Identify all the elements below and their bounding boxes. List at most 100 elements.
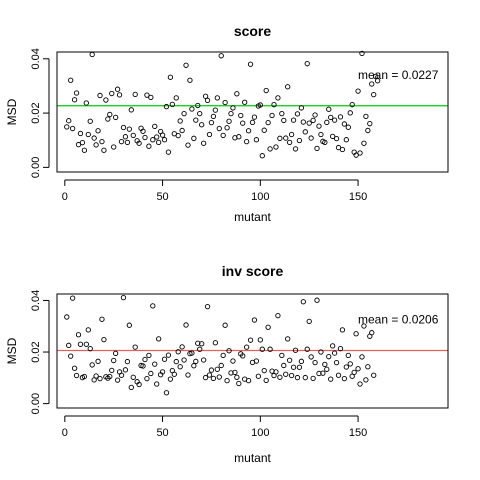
data-point [101, 147, 107, 153]
data-point [142, 134, 148, 141]
data-point [208, 119, 215, 126]
data-point [144, 375, 150, 382]
data-point [367, 121, 373, 127]
data-point [206, 372, 213, 378]
data-point [66, 118, 72, 124]
x-tick-label: 50 [156, 191, 168, 203]
data-point [314, 297, 320, 303]
data-point [101, 337, 107, 343]
mean-annotation: mean = 0.0206 [358, 312, 439, 326]
data-point [308, 135, 314, 141]
data-point [347, 361, 353, 367]
data-point [177, 364, 183, 370]
data-point [296, 137, 303, 144]
data-point [189, 350, 195, 356]
data-point [277, 374, 283, 380]
data-point [159, 369, 166, 375]
data-point [306, 318, 312, 324]
data-point [363, 113, 369, 119]
data-point [359, 354, 365, 360]
data-point [114, 86, 121, 92]
data-point [150, 137, 156, 143]
y-tick-label: 0.00 [30, 393, 42, 414]
data-point [341, 121, 348, 127]
data-point [97, 375, 103, 382]
x-tick-label: 100 [251, 191, 269, 203]
data-point [355, 366, 361, 372]
data-point [222, 322, 228, 328]
data-point [99, 316, 105, 322]
data-point [202, 93, 209, 99]
data-point [210, 113, 217, 119]
data-point [265, 119, 271, 126]
data-point [111, 357, 117, 364]
data-point [124, 139, 131, 146]
data-point [345, 352, 351, 359]
data-point [103, 97, 109, 103]
x-tick-label: 150 [349, 427, 367, 439]
data-point [343, 364, 349, 370]
data-point [161, 137, 168, 143]
data-point [159, 132, 166, 138]
inv-score-panel: inv score 0 50 100 150 mutant 0.00 0.02 0.04 MSD m… [5, 263, 449, 465]
data-point [195, 102, 201, 109]
data-point [85, 131, 91, 138]
data-point [85, 327, 91, 333]
data-point [200, 140, 207, 146]
data-point [306, 120, 312, 126]
data-point [353, 331, 359, 337]
data-point [122, 134, 129, 140]
data-point [173, 95, 179, 101]
data-point [179, 127, 185, 134]
data-point [369, 330, 375, 336]
data-point [200, 357, 207, 363]
data-point [322, 361, 328, 368]
data-point [339, 146, 346, 153]
data-point [120, 294, 127, 301]
data-point [269, 112, 275, 119]
data-point [204, 303, 211, 310]
data-point [247, 337, 254, 343]
x-tick-label: 150 [349, 191, 367, 203]
data-point [312, 359, 318, 366]
data-point [333, 359, 340, 366]
data-point [136, 140, 142, 146]
data-point [156, 139, 162, 146]
data-point [220, 352, 226, 359]
data-point [126, 322, 132, 328]
data-point [214, 366, 220, 372]
data-point [290, 364, 297, 370]
data-point [64, 124, 70, 130]
data-point [171, 371, 177, 377]
data-point [326, 354, 332, 360]
data-point [343, 137, 349, 143]
data-point [109, 367, 115, 373]
data-point [273, 144, 279, 150]
data-point [300, 119, 306, 125]
x-tick-label: 50 [156, 427, 168, 439]
data-point [148, 370, 154, 377]
data-point [345, 124, 351, 130]
data-point [330, 343, 336, 349]
data-point [177, 118, 183, 124]
data-point [337, 114, 344, 120]
data-point [333, 135, 340, 142]
data-point [118, 372, 125, 378]
data-point [107, 111, 113, 118]
data-point [128, 107, 134, 113]
data-point [71, 97, 78, 103]
data-point [310, 375, 316, 381]
data-point [263, 87, 269, 94]
data-point [324, 119, 330, 125]
data-point [267, 146, 273, 152]
data-point [154, 134, 160, 140]
data-point [210, 375, 217, 381]
data-point [304, 346, 310, 352]
data-point [322, 139, 328, 146]
data-point [191, 135, 197, 141]
data-point [243, 344, 250, 350]
plot-frame [56, 51, 449, 173]
data-point [69, 125, 76, 132]
data-point [154, 381, 160, 387]
